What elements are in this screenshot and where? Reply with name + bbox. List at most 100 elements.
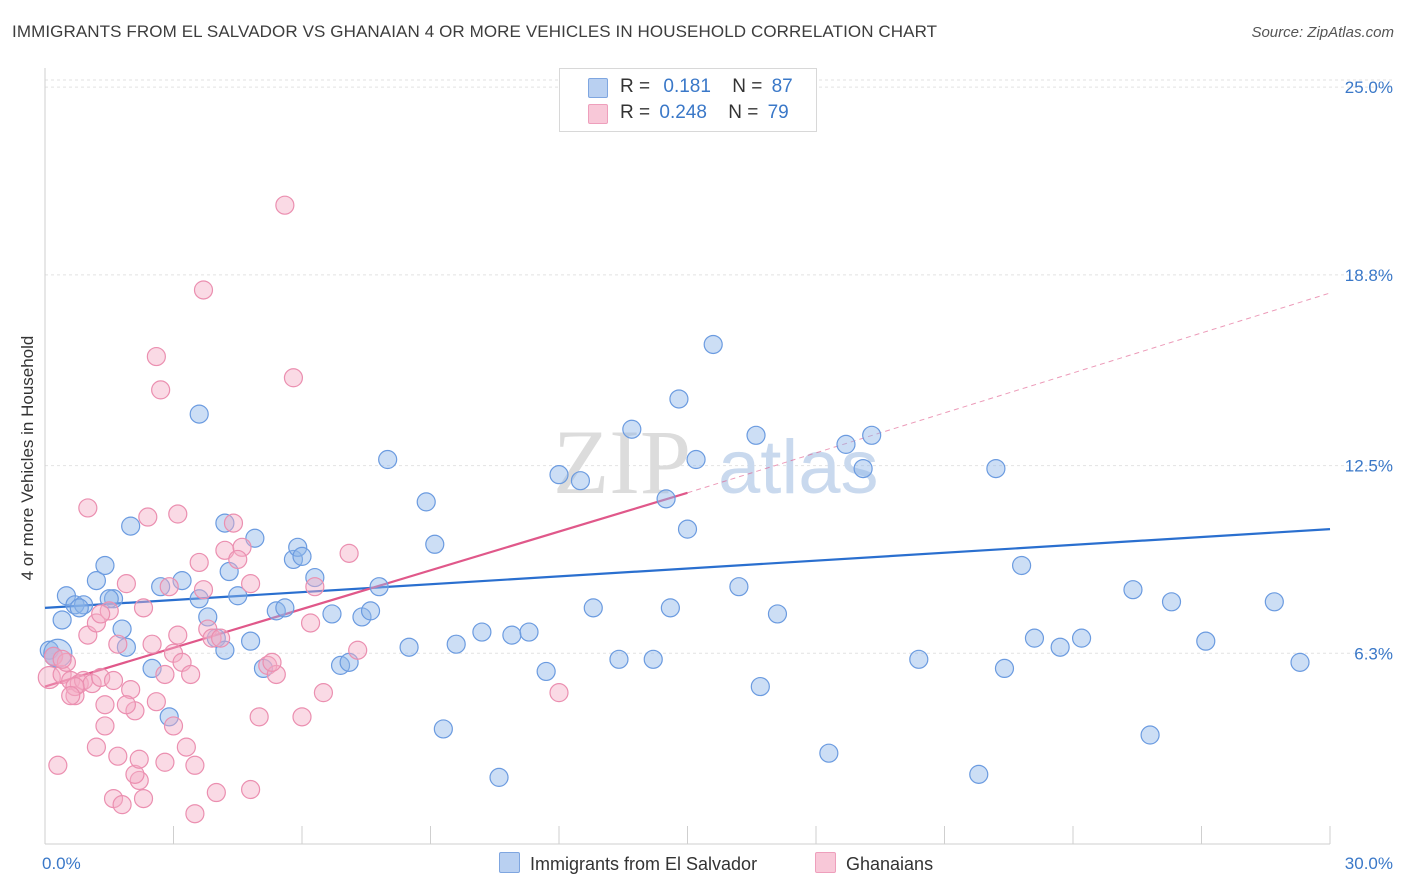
point-ghanaians bbox=[116, 695, 136, 715]
legend-swatch-el-salvador bbox=[588, 78, 608, 98]
y-tick-label: 25.0% bbox=[1345, 78, 1393, 97]
point-ghanaians bbox=[125, 764, 145, 784]
source-credit: Source: ZipAtlas.com bbox=[1251, 24, 1394, 41]
point-ghanaians bbox=[189, 552, 209, 573]
point-el-salvador bbox=[536, 661, 556, 682]
point-el-salvador bbox=[836, 434, 856, 454]
point-el-salvador bbox=[446, 634, 466, 654]
legend-swatch-ghanaians bbox=[588, 104, 608, 124]
point-ghanaians bbox=[185, 804, 205, 824]
point-ghanaians bbox=[163, 716, 184, 736]
point-el-salvador bbox=[69, 598, 89, 618]
point-ghanaians bbox=[339, 543, 359, 563]
point-ghanaians bbox=[185, 755, 205, 775]
point-ghanaians bbox=[129, 749, 149, 769]
point-ghanaians bbox=[211, 628, 231, 648]
point-el-salvador bbox=[121, 516, 141, 536]
point-el-salvador bbox=[489, 767, 509, 787]
point-el-salvador bbox=[643, 649, 663, 669]
point-el-salvador bbox=[686, 449, 706, 470]
point-el-salvador bbox=[1024, 628, 1045, 648]
point-ghanaians bbox=[86, 613, 107, 633]
point-el-salvador bbox=[1290, 652, 1310, 672]
point-ghanaians bbox=[228, 549, 248, 570]
point-ghanaians bbox=[241, 779, 261, 800]
tick-labels: 6.3% 12.5% 18.8% 25.0% 0.0% 30.0% bbox=[42, 78, 1393, 873]
point-el-salvador bbox=[189, 589, 209, 609]
y-tick-label: 12.5% bbox=[1345, 457, 1393, 476]
point-ghanaians bbox=[151, 380, 171, 400]
point-el-salvador bbox=[570, 471, 591, 491]
trend-line-el-salvador bbox=[44, 528, 1331, 609]
point-ghanaians bbox=[193, 580, 214, 600]
legend-r-value: 0.248 bbox=[659, 102, 707, 123]
point-ghanaians bbox=[78, 498, 98, 518]
point-el-salvador bbox=[103, 589, 124, 609]
chart-title: IMMIGRANTS FROM EL SALVADOR VS GHANAIAN … bbox=[12, 22, 938, 41]
point-el-salvador bbox=[1140, 725, 1160, 745]
point-ghanaians bbox=[168, 625, 188, 645]
data-points bbox=[37, 195, 1310, 824]
point-ghanaians bbox=[292, 707, 312, 727]
point-el-salvador bbox=[322, 604, 342, 624]
point-ghanaians bbox=[138, 507, 158, 527]
point-ghanaians bbox=[146, 692, 166, 712]
point-ghanaians bbox=[159, 577, 179, 597]
point-el-salvador bbox=[994, 658, 1015, 679]
trend-line-ghanaians bbox=[44, 491, 688, 688]
legend-n-value: 87 bbox=[771, 76, 793, 97]
point-el-salvador bbox=[1011, 555, 1032, 576]
point-el-salvador bbox=[622, 419, 642, 439]
point-ghanaians bbox=[52, 649, 72, 669]
point-ghanaians bbox=[241, 574, 261, 594]
point-ghanaians bbox=[275, 195, 295, 215]
point-el-salvador bbox=[275, 598, 295, 618]
series-legend-el-salvador: Immigrants from El Salvador bbox=[499, 852, 757, 875]
point-el-salvador bbox=[288, 537, 308, 557]
point-el-salvador bbox=[583, 598, 603, 618]
point-el-salvador bbox=[862, 425, 882, 445]
point-ghanaians bbox=[249, 707, 269, 727]
point-el-salvador bbox=[750, 676, 770, 697]
point-el-salvador bbox=[853, 458, 873, 479]
point-ghanaians bbox=[86, 737, 107, 757]
point-el-salvador bbox=[228, 586, 248, 606]
point-el-salvador bbox=[215, 640, 235, 660]
point-el-salvador bbox=[1123, 580, 1143, 600]
point-el-salvador bbox=[767, 604, 788, 624]
point-el-salvador bbox=[416, 492, 436, 512]
point-el-salvador bbox=[378, 449, 398, 470]
point-ghanaians bbox=[181, 664, 201, 685]
watermark-zip: ZIP bbox=[553, 411, 691, 513]
point-el-salvador bbox=[1196, 631, 1216, 651]
point-ghanaians bbox=[108, 634, 128, 654]
point-ghanaians bbox=[103, 670, 124, 691]
point-ghanaians bbox=[266, 664, 286, 685]
point-el-salvador bbox=[677, 519, 698, 539]
point-el-salvador bbox=[425, 534, 445, 554]
series-legend-ghanaians: Ghanaians bbox=[815, 852, 933, 875]
point-ghanaians bbox=[108, 746, 128, 766]
point-ghanaians bbox=[146, 346, 166, 367]
point-el-salvador bbox=[189, 404, 209, 424]
point-ghanaians bbox=[300, 613, 321, 633]
point-el-salvador bbox=[112, 619, 132, 639]
point-el-salvador bbox=[819, 743, 839, 763]
x-tick-label: 0.0% bbox=[42, 854, 81, 873]
point-el-salvador bbox=[159, 707, 179, 727]
legend-n-label: N = bbox=[728, 102, 759, 123]
point-ghanaians bbox=[121, 679, 141, 700]
point-ghanaians bbox=[133, 788, 154, 809]
point-ghanaians bbox=[193, 280, 214, 300]
correlation-legend: R = 0.181 N = 87 R = 0.248 N = 79 bbox=[559, 68, 817, 132]
point-el-salvador bbox=[1161, 592, 1182, 612]
point-el-salvador bbox=[360, 601, 381, 621]
point-ghanaians bbox=[232, 537, 252, 557]
point-ghanaians bbox=[91, 604, 111, 624]
point-ghanaians bbox=[155, 752, 175, 772]
point-ghanaians bbox=[305, 577, 325, 597]
point-ghanaians bbox=[262, 652, 282, 672]
point-ghanaians bbox=[206, 782, 226, 803]
point-el-salvador bbox=[986, 458, 1006, 479]
